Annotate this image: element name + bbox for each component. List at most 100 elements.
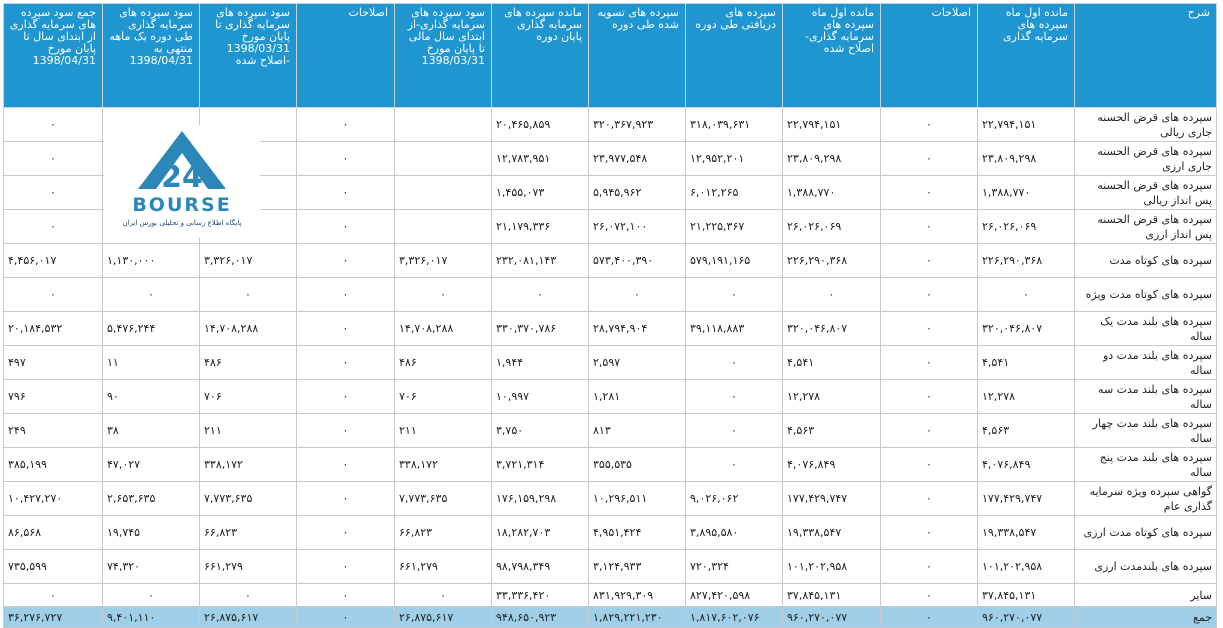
table-cell: ۳۷,۸۴۵,۱۳۱ (782, 583, 881, 607)
table-cell: ۰ (296, 481, 395, 516)
table-cell: ۲۲,۷۹۴,۱۵۱ (782, 107, 881, 142)
table-cell: ۱۴,۷۰۸,۲۸۸ (199, 311, 297, 346)
table-cell: ۰ (685, 413, 783, 448)
table-cell: ۱۰۱,۲۰۲,۹۵۸ (782, 549, 881, 584)
row-label: سپرده های قرض الحسنه پس انداز ارزی (1074, 209, 1217, 244)
table-cell: ۳۲۰,۰۴۶,۸۰۷ (977, 311, 1075, 346)
table-cell: ۲۱۱ (394, 413, 492, 448)
table-cell: ۱۲,۹۵۲,۲۰۱ (685, 141, 783, 176)
table-cell: ۳,۷۲۱,۳۱۴ (491, 447, 589, 482)
header-cell: اصلاحات (880, 3, 978, 108)
table-cell: ۰ (296, 277, 395, 312)
table-cell: ۲۳,۸۰۹,۲۹۸ (977, 141, 1075, 176)
table-cell: ۶,۰۱۲,۲۶۵ (685, 175, 783, 210)
table-cell: ۱,۱۳۰,۰۰۰ (102, 243, 200, 278)
table-cell: ۶۶۱,۲۷۹ (394, 549, 492, 584)
table-cell: ۰ (296, 447, 395, 482)
table-cell: ۱۲,۲۷۸ (977, 379, 1075, 414)
table-cell: ۱۱ (102, 345, 200, 380)
logo-mark-text: 24 (161, 160, 203, 195)
table-cell: ۲۱,۲۲۵,۳۶۷ (685, 209, 783, 244)
table-cell: ۴۸۶ (394, 345, 492, 380)
table-cell: ۳,۸۹۵,۵۸۰ (685, 515, 783, 550)
table-cell: ۰ (685, 447, 783, 482)
table-cell: ۰ (880, 583, 978, 607)
table-cell: ۹۶۰,۲۷۰,۰۷۷ (782, 606, 881, 628)
table-row: سپرده های قرض الحسنه جاری ریالی ۲۲,۷۹۴,۱۵… (3, 107, 1217, 142)
table-cell: ۳۸ (102, 413, 200, 448)
table-cell: ۰ (3, 209, 103, 244)
table-cell: ۹۰ (102, 379, 200, 414)
table-cell: ۰ (782, 277, 881, 312)
table-cell: ۰ (296, 583, 395, 607)
table-cell: ۹۴۸,۶۵۰,۹۲۳ (491, 606, 589, 628)
table-cell: ۸۱۳ (588, 413, 686, 448)
table-cell: ۰ (3, 141, 103, 176)
table-cell: ۳۱۸,۰۳۹,۶۳۱ (685, 107, 783, 142)
table-cell: ۱۰۱,۲۰۲,۹۵۸ (977, 549, 1075, 584)
table-cell (394, 175, 492, 210)
logo-brand-text: BOURSE (132, 194, 231, 216)
table-cell: ۰ (880, 175, 978, 210)
table-cell: ۴۸۶ (199, 345, 297, 380)
row-label: سپرده های بلند مدت سه ساله (1074, 379, 1217, 414)
table-cell: ۸۶,۵۶۸ (3, 515, 103, 550)
row-label: سپرده های کوتاه مدت ارزی (1074, 515, 1217, 550)
table-cell: ۱,۸۲۹,۲۲۱,۲۳۰ (588, 606, 686, 628)
table-cell: ۹,۴۰۱,۱۱۰ (102, 606, 200, 628)
table-cell: ۵۷۳,۴۰۰,۳۹۰ (588, 243, 686, 278)
table-cell: ۰ (880, 345, 978, 380)
table-cell: ۷۲۰,۳۲۴ (685, 549, 783, 584)
table-cell: ۲۸,۷۹۴,۹۰۴ (588, 311, 686, 346)
row-label: سپرده های قرض الحسنه پس انداز ریالی (1074, 175, 1217, 210)
deposits-table: شرح مانده اول ماه سپرده های سرمایه گذاری… (3, 3, 1217, 628)
table-row: سپرده های بلند مدت چهار ساله ۴,۵۶۳ ۰ ۴,۵۶۳ ۰… (3, 413, 1217, 448)
table-cell: ۳,۳۲۶,۰۱۷ (199, 243, 297, 278)
table-cell: ۶۶,۸۲۳ (394, 515, 492, 550)
table-cell: ۲۶,۰۷۲,۱۰۰ (588, 209, 686, 244)
table-cell: ۲۰,۴۶۵,۸۵۹ (491, 107, 589, 142)
table-cell: ۰ (199, 277, 297, 312)
table-cell: ۲۲۶,۲۹۰,۳۶۸ (782, 243, 881, 278)
table-cell: ۱,۳۸۸,۷۷۰ (782, 175, 881, 210)
table-cell: ۰ (296, 141, 395, 176)
table-cell: ۳,۷۵۰ (491, 413, 589, 448)
table-cell: ۲,۶۵۳,۶۳۵ (102, 481, 200, 516)
table-cell: ۳۷,۸۴۵,۱۳۱ (977, 583, 1075, 607)
row-label: سپرده های بلند مدت پنج ساله (1074, 447, 1217, 482)
table-cell: ۰ (394, 583, 492, 607)
table-cell: ۰ (977, 277, 1075, 312)
table-cell: ۰ (296, 345, 395, 380)
table-cell: ۰ (296, 515, 395, 550)
table-cell: ۰ (491, 277, 589, 312)
table-cell (394, 141, 492, 176)
table-cell: ۰ (880, 311, 978, 346)
table-cell: ۲۳,۹۷۷,۵۴۸ (588, 141, 686, 176)
table-cell: ۵,۴۷۶,۲۴۴ (102, 311, 200, 346)
table-cell: ۳۲۰,۳۶۷,۹۲۳ (588, 107, 686, 142)
table-cell: ۰ (880, 447, 978, 482)
table-row: سپرده های بلند مدت یک ساله ۳۲۰,۰۴۶,۸۰۷ ۰ ۳۲… (3, 311, 1217, 346)
table-cell: ۷,۷۷۳,۶۳۵ (199, 481, 297, 516)
table-cell: ۴,۰۷۶,۸۴۹ (977, 447, 1075, 482)
table-cell: ۰ (880, 141, 978, 176)
table-cell: ۱۹,۳۳۸,۵۴۷ (977, 515, 1075, 550)
table-cell: ۲,۵۹۷ (588, 345, 686, 380)
table-cell: ۰ (880, 379, 978, 414)
table-cell: ۳۳۰,۳۷۰,۷۸۶ (491, 311, 589, 346)
table-cell: ۷۰۶ (394, 379, 492, 414)
table-cell: ۷۰۶ (199, 379, 297, 414)
row-label: سپرده های کوتاه مدت (1074, 243, 1217, 278)
header-cell: سود سپرده های سرمایه گذاری-از ابتدای سال… (394, 3, 492, 108)
table-cell: ۰ (296, 311, 395, 346)
table-cell: ۴,۴۵۶,۰۱۷ (3, 243, 103, 278)
table-cell: ۷۴,۳۲۰ (102, 549, 200, 584)
table-cell: ۴,۵۴۱ (977, 345, 1075, 380)
table-row: سپرده های بلند مدت سه ساله ۱۲,۲۷۸ ۰ ۱۲,۲۷۸ ۰… (3, 379, 1217, 414)
table-cell: ۲۲,۷۹۴,۱۵۱ (977, 107, 1075, 142)
table-cell: ۶۶,۸۲۳ (199, 515, 297, 550)
table-cell: ۴,۰۷۶,۸۴۹ (782, 447, 881, 482)
table-cell: ۱۷۷,۴۲۹,۷۴۷ (782, 481, 881, 516)
table-cell: ۳,۳۲۶,۰۱۷ (394, 243, 492, 278)
table-cell: ۰ (3, 277, 103, 312)
